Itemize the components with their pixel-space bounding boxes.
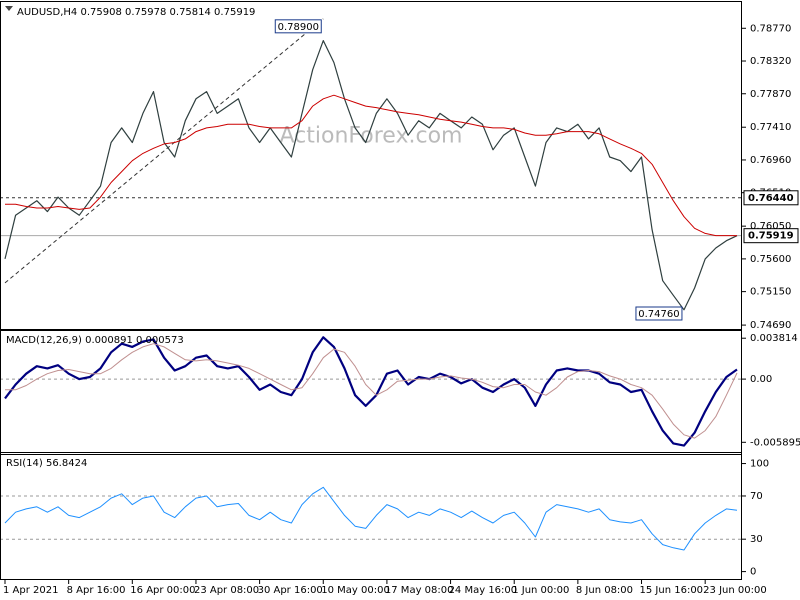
x-tick-label: 30 Apr 16:00 [258,585,323,596]
y-tick-label: 0.77870 [750,89,791,100]
series-line [4,336,738,447]
trendline [4,18,324,284]
series-line [4,40,738,311]
x-tick-label: 1 Jun 00:00 [512,585,569,596]
y-tick-label: 0.78320 [750,56,791,67]
pane [1,486,741,551]
y-tick-label: 0.003814 [750,333,798,344]
annotation-box [635,306,683,321]
menu-icon [5,6,13,11]
y-tick-label: 0.76050 [750,221,791,232]
level-label: 0.76440 [748,193,794,204]
x-tick-label: 10 May 00:00 [321,585,390,596]
annotation-box [274,19,322,34]
y-tick-label: 0.74690 [750,320,791,331]
x-tick-label: 1 Apr 2021 [3,585,58,596]
pane [1,336,741,447]
x-tick-label: 8 Apr 16:00 [67,585,126,596]
y-tick-label: 0.75600 [750,254,791,265]
x-tick-label: 17 May 08:00 [385,585,454,596]
x-tick-label: 16 Apr 00:00 [130,585,195,596]
pane-frame [0,452,742,580]
pane-title: MACD(12,26,9) 0.000891 0.000573 [6,335,184,346]
y-tick-label: 0.00 [750,374,772,385]
pane-title: AUDUSD,H4 0.75908 0.75978 0.75814 0.7591… [17,7,255,18]
y-tick-label: 30 [750,534,763,545]
y-tick-label: 70 [750,491,763,502]
pane: ActionForex.com [1,18,741,311]
pane-title: RSI(14) 56.8424 [6,458,87,469]
series-line [5,94,737,237]
series-line [4,486,738,551]
x-tick-label: 23 Jun 00:00 [703,585,767,596]
pane-frame [0,329,742,455]
y-tick-label: -0.005895 [750,437,800,448]
y-tick-label: 0.76960 [750,155,791,166]
series-line [5,343,738,439]
x-tick-label: 23 Apr 08:00 [194,585,259,596]
level-label-box [743,190,799,206]
annotation-label: 0.78900 [278,22,319,33]
level-label-box [743,228,799,244]
level-label: 0.75919 [748,231,794,242]
annotation-label: 0.74760 [638,309,679,320]
y-tick-label: 0 [750,567,756,578]
y-tick-label: 0.77410 [750,122,791,133]
pane-frame [0,1,742,331]
y-tick-label: 0.75150 [750,287,791,298]
x-tick-label: 8 Jun 08:00 [576,585,633,596]
x-tick-label: 24 May 16:00 [449,585,518,596]
y-tick-label: 100 [750,459,769,470]
x-tick-label: 15 Jun 16:00 [640,585,704,596]
y-tick-label: 0.78770 [750,23,791,34]
